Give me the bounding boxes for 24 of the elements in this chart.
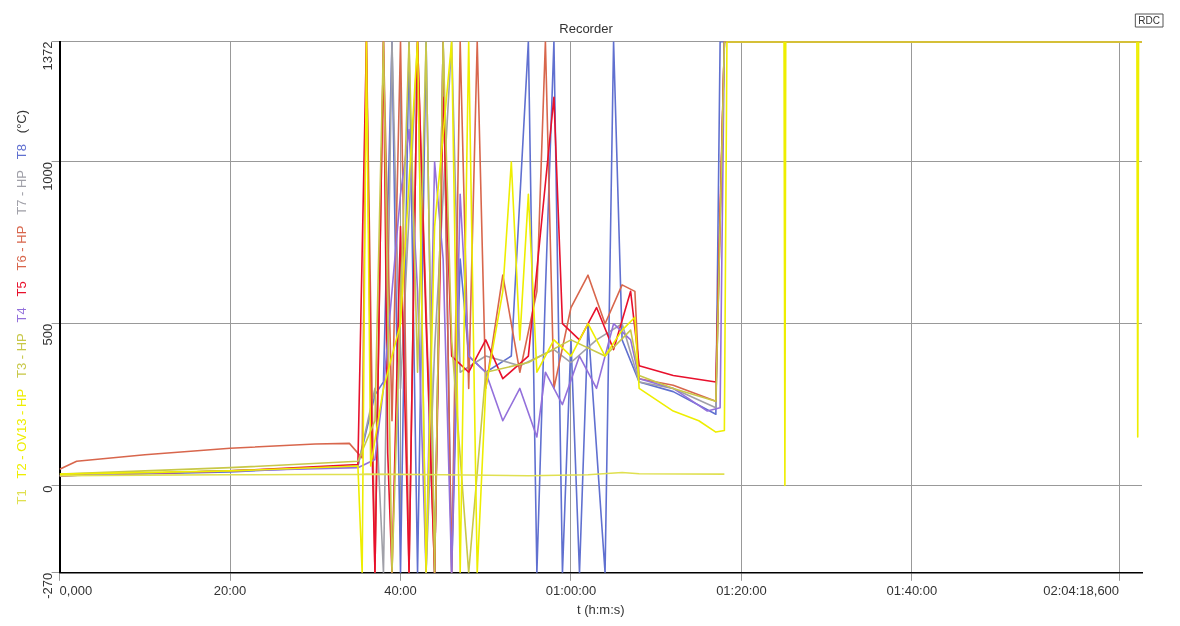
y-tick-label: 1000 [40,161,56,191]
x-tick-label: 0,000 [59,583,93,599]
x-tick-label: 40:00 [384,583,417,599]
chart-title: Recorder [559,21,614,37]
x-tick-label: 01:00:00 [545,583,597,599]
y-tick-label: 1372 [40,41,56,71]
text: T7 - HP [13,159,29,215]
y-tick-label: -270 [40,572,56,599]
x-axis-title: t (h:m:s) [576,601,625,617]
x-tick-label: 01:40:00 [886,583,938,599]
x-tick-label: 01:20:00 [716,583,767,599]
y-tick-label: 500 [40,323,56,346]
text: T6 - HP [13,215,29,271]
text: T1 [13,478,29,505]
text: T4 [13,296,29,323]
x-tick-label: 02:04:18,600 [1043,583,1120,599]
text: T8 [13,133,29,160]
text: RDC [1138,14,1161,26]
text: T3 - HP [13,322,29,379]
x-tick-label: 20:00 [213,583,247,599]
y-axis-title: (°C) [13,109,29,134]
y-tick-label: 0 [40,485,56,493]
text: T5 [13,270,29,297]
text: T2 - OV13 - HP [13,378,29,479]
